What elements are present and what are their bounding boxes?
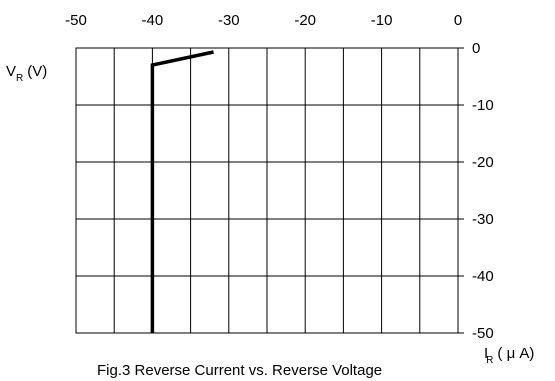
x-tick-label: 0 — [454, 12, 462, 29]
x-tick-label: -30 — [218, 12, 240, 29]
y-tick-label: -20 — [472, 154, 494, 171]
y-tick-labels: 0 -10 -20 -30 -40 -50 — [472, 40, 494, 342]
series — [150, 50, 214, 333]
y-axis-label: VR (V) — [6, 63, 47, 84]
y-axis-label-sub: R — [16, 73, 23, 84]
grid — [75, 47, 464, 334]
y-tick-label: -40 — [472, 268, 494, 285]
x-axis-label: IR ( μ A) — [484, 345, 534, 366]
series-line — [150, 50, 214, 333]
y-tick-label: 0 — [472, 40, 480, 57]
x-axis-label-main: I — [484, 345, 488, 362]
chart-title: Fig.3 Reverse Current vs. Reverse Voltag… — [97, 362, 382, 379]
x-axis-label-sub: R — [486, 355, 493, 366]
x-tick-label: -20 — [294, 12, 316, 29]
y-tick-label: -10 — [472, 97, 494, 114]
x-axis-label-units: ( μ A) — [497, 345, 534, 362]
y-axis-label-units: (V) — [27, 63, 47, 80]
y-tick-label: -50 — [472, 325, 494, 342]
x-tick-labels: -50 -40 -30 -20 -10 0 — [65, 12, 462, 29]
x-tick-label: -50 — [65, 12, 87, 29]
plot-frame — [75, 47, 459, 334]
y-axis-label-main: V — [6, 63, 16, 80]
x-tick-label: -10 — [371, 12, 393, 29]
y-tick-label: -30 — [472, 211, 494, 228]
x-tick-label: -40 — [142, 12, 164, 29]
